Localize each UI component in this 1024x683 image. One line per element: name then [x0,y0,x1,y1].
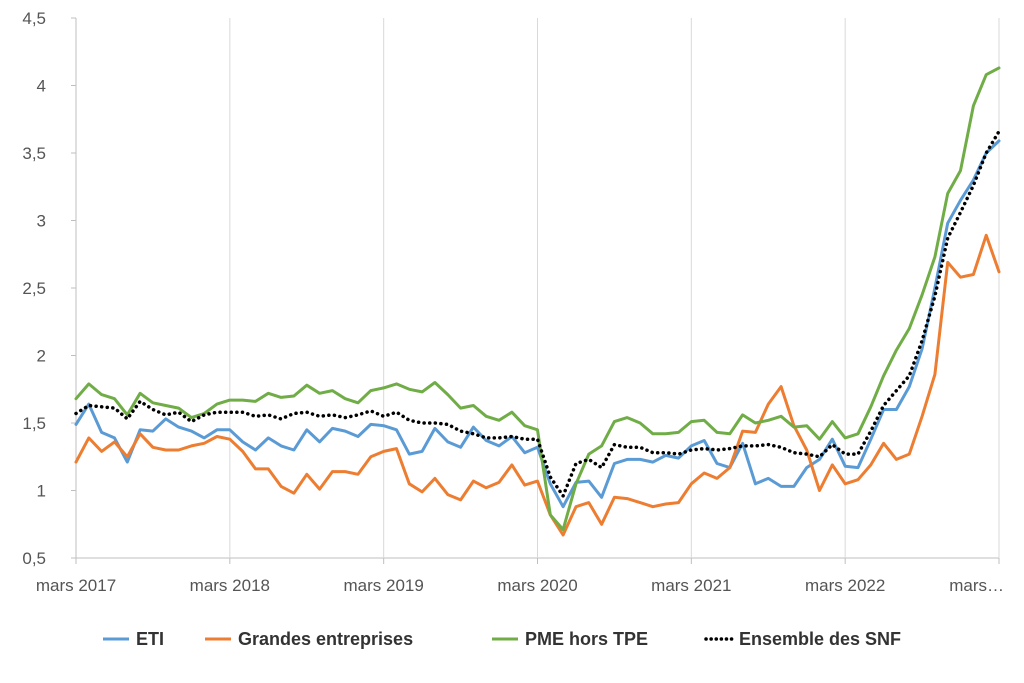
x-tick-label: mars… [949,576,1004,595]
legend-label: ETI [136,629,164,649]
x-tick-label: mars 2018 [190,576,270,595]
series-lines [74,66,1001,537]
y-tick-label: 3,5 [22,144,46,163]
x-tick-label: mars 2021 [651,576,731,595]
series-line-pme-hors-tpe [74,66,1001,532]
y-tick-label: 2,5 [22,279,46,298]
legend-label: Ensemble des SNF [739,629,901,649]
x-tick-label: mars 2020 [497,576,577,595]
series-line-eti [74,139,1001,509]
y-tick-label: 1 [37,482,46,501]
x-axis-ticks: mars 2017 mars 2018 mars 2019 mars 2020 mars… [36,558,1004,595]
x-tick-label: mars 2022 [805,576,885,595]
legend-label: Grandes entreprises [238,629,413,649]
y-tick-label: 0,5 [22,549,46,568]
y-tick-label: 4,5 [22,9,46,28]
series-line-grandes-entreprises [74,233,1001,537]
x-tick-label: mars 2017 [36,576,116,595]
y-tick-label: 2 [37,347,46,366]
x-tick-label: mars 2019 [344,576,424,595]
y-tick-label: 3 [37,212,46,231]
y-tick-label: 4 [37,77,46,96]
legend: ETI Grandes entreprises PME hors TPE Ensemb… [103,629,901,649]
legend-label: PME hors TPE [525,629,648,649]
y-tick-label: 1,5 [22,414,46,433]
y-axis-ticks: 0,5 1 1,5 2 2,5 3 3,5 4 4,5 [22,9,76,568]
series-line-ensemble-des-snf [74,129,1001,498]
